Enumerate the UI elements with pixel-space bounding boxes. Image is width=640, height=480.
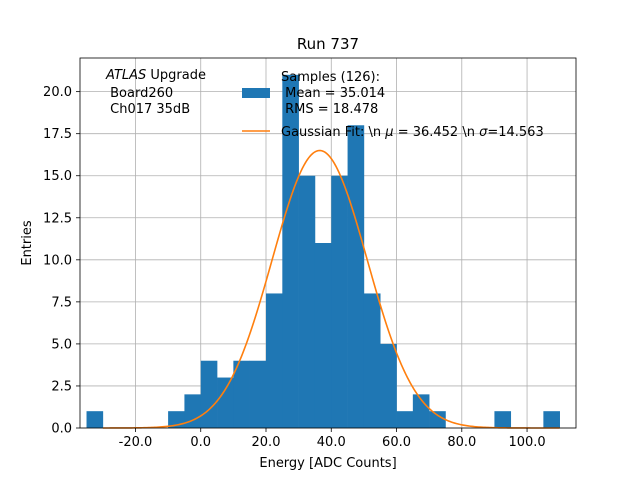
annotation-line-2: Board260 (106, 86, 173, 101)
y-tick-label: 10.0 (43, 253, 72, 268)
y-tick-label: 2.5 (51, 379, 72, 394)
legend-fit-prefix: Gaussian Fit: \n (281, 125, 385, 140)
annotation-line-3: Ch017 35dB (106, 102, 190, 117)
y-tick-label: 17.5 (43, 127, 72, 142)
y-tick-label: 0.0 (51, 422, 72, 437)
histogram-bar (184, 394, 202, 428)
y-tick-label: 12.5 (43, 211, 72, 226)
legend: Samples (126): Mean = 35.014 RMS = 18.47… (242, 70, 544, 140)
annotation-upgrade: Upgrade (146, 68, 206, 83)
histogram-bar (429, 411, 446, 428)
histogram-bar (249, 360, 267, 428)
histogram-bars (86, 74, 560, 429)
annotation-atlas: ATLAS (105, 68, 146, 83)
legend-fit-mu: μ (384, 125, 393, 140)
gaussian-fit-curve (102, 149, 560, 429)
legend-histogram-swatch (242, 88, 270, 98)
histogram-bar (298, 175, 316, 428)
histogram-bar (86, 411, 104, 428)
y-axis-label: Entries (20, 220, 35, 266)
legend-fit-label: Gaussian Fit: \n μ = 36.452 \n σ=14.563 (281, 125, 544, 140)
legend-fit-suffix: =14.563 (487, 125, 543, 140)
histogram-bar (282, 74, 299, 429)
x-tick-label: 40.0 (317, 435, 346, 450)
histogram-bar (233, 360, 250, 428)
histogram-bar (396, 411, 414, 428)
y-tick-label: 5.0 (51, 337, 72, 352)
gaussian-fit-layer (102, 149, 560, 429)
x-axis-ticks: -20.0 0.0 20.0 40.0 60.0 80.0 100.0 (119, 428, 546, 450)
atlas-annotation: ATLAS Upgrade Board260 Ch017 35dB (105, 68, 206, 117)
x-tick-label: 0.0 (190, 435, 211, 450)
histogram-bar (347, 125, 365, 428)
histogram-bar (314, 243, 332, 428)
histogram-bar (266, 293, 283, 428)
legend-fit-sigma: σ (479, 125, 488, 140)
histogram-bar (331, 175, 348, 428)
x-tick-label: 100.0 (508, 435, 545, 450)
y-tick-label: 15.0 (43, 169, 72, 184)
histogram-bar (380, 343, 397, 428)
axes-frame (79, 57, 577, 429)
x-tick-label: 20.0 (252, 435, 281, 450)
legend-hist-line-3: RMS = 18.478 (281, 102, 378, 117)
chart-title: Run 737 (297, 35, 359, 53)
x-tick-label: 60.0 (382, 435, 411, 450)
x-tick-label: 80.0 (447, 435, 476, 450)
histogram-bar (217, 377, 234, 428)
y-axis-ticks: 0.0 2.5 5.0 7.5 10.0 12.5 15.0 17.5 20.0 (43, 85, 80, 437)
annotation-line-1: ATLAS Upgrade (105, 68, 206, 83)
legend-fit-mid: = 36.452 \n (394, 125, 480, 140)
x-tick-label: -20.0 (119, 435, 153, 450)
histogram-bar (200, 360, 218, 428)
x-axis-label: Energy [ADC Counts] (259, 456, 396, 471)
histogram-bar (363, 293, 381, 428)
legend-hist-line-1: Samples (126): (281, 70, 380, 85)
histogram-bar (412, 394, 430, 428)
histogram-bar (494, 411, 512, 428)
y-tick-label: 20.0 (43, 85, 72, 100)
legend-hist-line-2: Mean = 35.014 (281, 86, 385, 101)
histogram-bar (543, 411, 560, 428)
y-tick-label: 7.5 (51, 295, 72, 310)
